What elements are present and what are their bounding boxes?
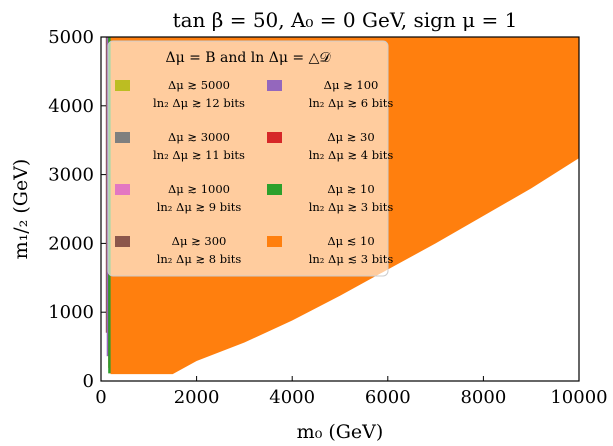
legend-swatch xyxy=(267,184,282,195)
legend-swatch xyxy=(267,132,282,143)
legend-label: Δμ ≳ 1000 xyxy=(168,182,230,196)
legend-entries: Δμ ≳ 5000 ln₂ Δμ ≳ 12 bits Δμ ≳ 3000 ln₂ Δμ… xyxy=(115,78,393,266)
y-tick-label: 1000 xyxy=(48,302,94,323)
y-tick-label: 3000 xyxy=(48,165,94,186)
legend-swatch xyxy=(267,236,282,247)
x-tick-label: 10000 xyxy=(550,387,607,408)
y-tick-label: 0 xyxy=(83,371,94,392)
y-axis-label: m₁/₂ (GeV) xyxy=(10,159,32,260)
legend-label: Δμ ≳ 100 xyxy=(324,78,379,92)
legend-swatch xyxy=(115,80,130,91)
x-tick-label: 6000 xyxy=(365,387,411,408)
legend-label: Δμ ≲ 10 xyxy=(327,234,374,248)
x-tick-label: 4000 xyxy=(269,387,315,408)
legend-bits-label: ln₂ Δμ ≳ 8 bits xyxy=(157,252,242,266)
x-axis-label: m₀ (GeV) xyxy=(297,421,384,443)
legend-bits-label: ln₂ Δμ ≳ 4 bits xyxy=(309,148,394,162)
x-tick-label: 8000 xyxy=(460,387,506,408)
legend-bits-label: ln₂ Δμ ≳ 9 bits xyxy=(157,200,242,214)
y-tick-label: 4000 xyxy=(48,96,94,117)
legend-bits-label: ln₂ Δμ ≳ 12 bits xyxy=(153,96,245,110)
y-axis: 0 1000 2000 3000 4000 5000 xyxy=(48,27,106,392)
legend-bits-label: ln₂ Δμ ≳ 6 bits xyxy=(309,96,394,110)
legend-box xyxy=(107,40,389,277)
legend-bits-label: ln₂ Δμ ≳ 3 bits xyxy=(309,200,394,214)
y-tick-label: 5000 xyxy=(48,27,94,48)
legend: Δμ = B and ln Δμ = △𝒟 Δμ ≳ 5000 ln₂ Δμ ≳ … xyxy=(107,40,393,277)
legend-label: Δμ ≳ 5000 xyxy=(168,78,230,92)
legend-title: Δμ = B and ln Δμ = △𝒟 xyxy=(165,50,331,66)
plot-frame xyxy=(100,36,580,382)
legend-swatch xyxy=(115,184,130,195)
legend-swatch xyxy=(115,236,130,247)
legend-bits-label: ln₂ Δμ ≳ 11 bits xyxy=(153,148,245,162)
y-tick-label: 2000 xyxy=(48,233,94,254)
chart-title: tan β = 50, A₀ = 0 GeV, sign μ = 1 xyxy=(173,8,518,32)
legend-bits-label: ln₂ Δμ ≲ 3 bits xyxy=(309,252,394,266)
x-axis: 0 2000 4000 6000 8000 10000 xyxy=(95,376,608,408)
legend-label: Δμ ≳ 300 xyxy=(172,234,227,248)
legend-label: Δμ ≳ 30 xyxy=(327,130,374,144)
legend-swatch xyxy=(115,132,130,143)
x-tick-label: 2000 xyxy=(174,387,220,408)
legend-label: Δμ ≳ 3000 xyxy=(168,130,230,144)
legend-swatch xyxy=(267,80,282,91)
legend-label: Δμ ≳ 10 xyxy=(327,182,374,196)
x-tick-label: 0 xyxy=(95,387,106,408)
